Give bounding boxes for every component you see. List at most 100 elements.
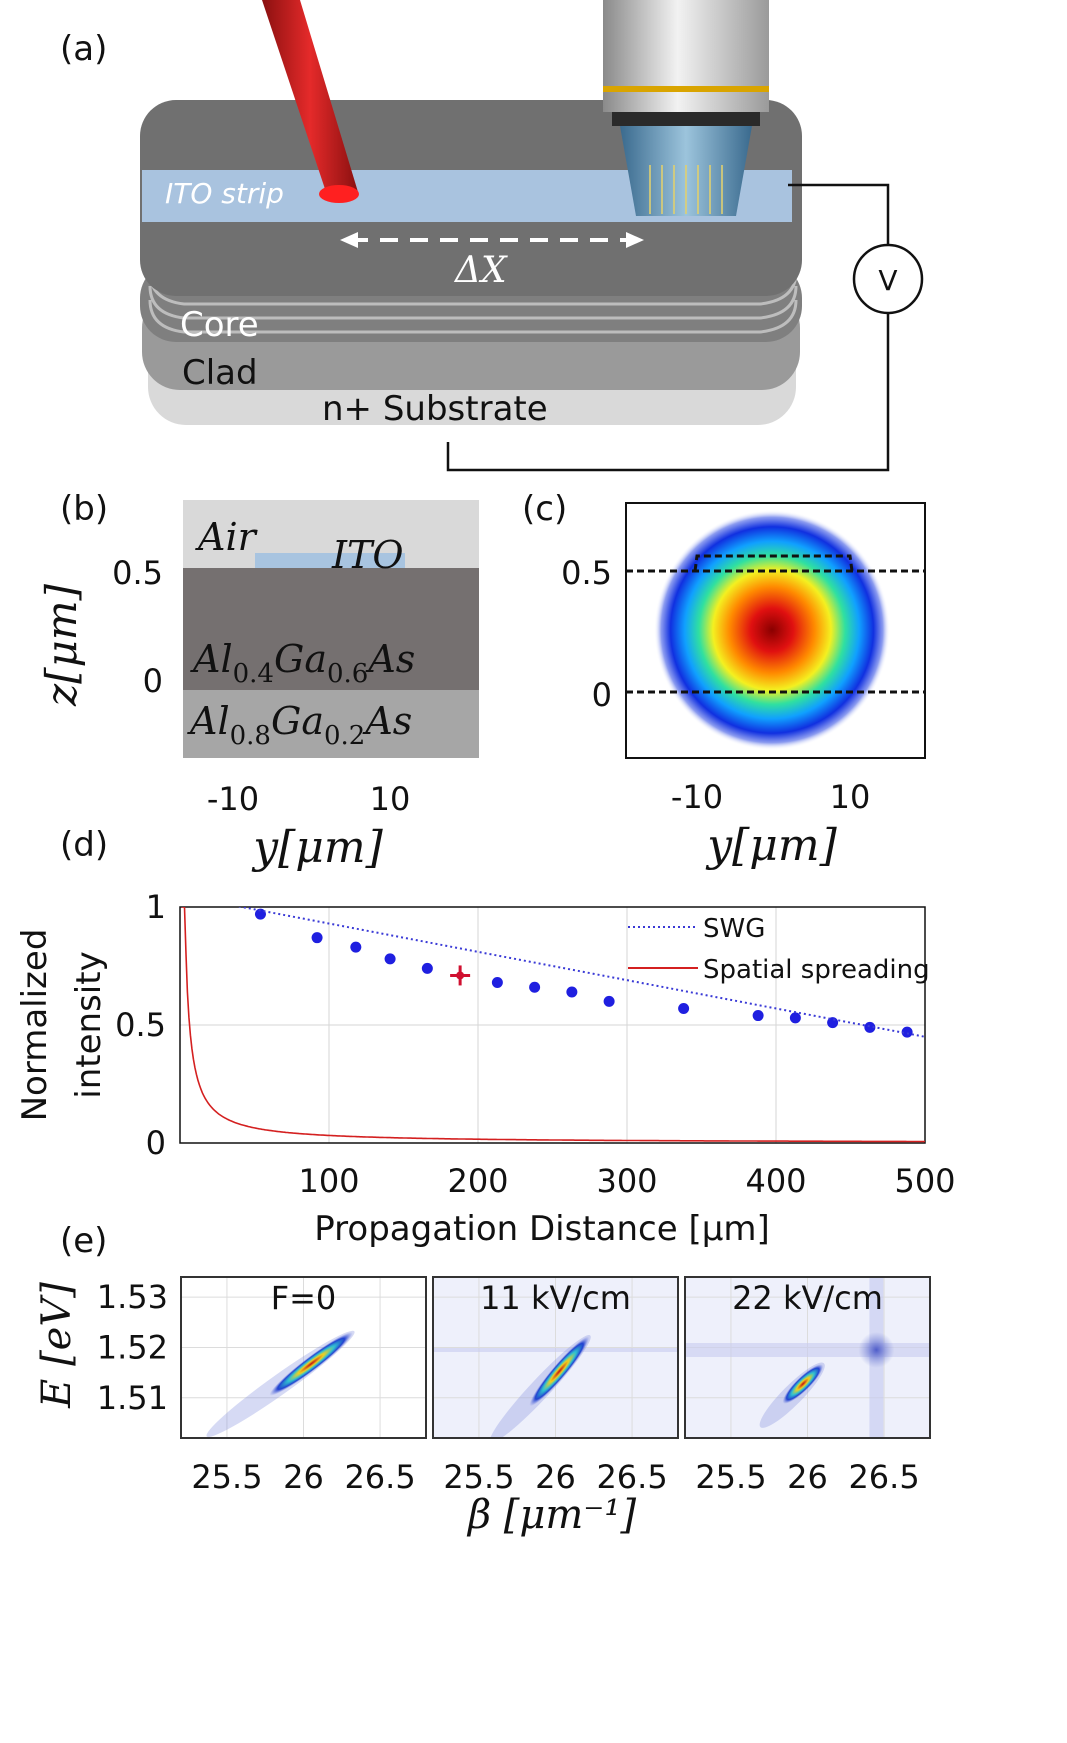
b-xtick-10: 10	[370, 780, 411, 818]
laser-beam-cone	[262, 0, 358, 192]
e-xtick: 26.5	[848, 1458, 919, 1496]
core-label: Core	[180, 305, 259, 345]
d-xtick-100: 100	[298, 1162, 359, 1200]
b-xtick--10: -10	[207, 780, 259, 818]
e-subplot-0: F=0 25.5 26 26.5	[180, 1276, 427, 1496]
e-ytick: 1.53	[97, 1278, 168, 1316]
c-xtick-10: 10	[830, 778, 871, 816]
e-map-0	[181, 1277, 426, 1438]
voltmeter-circuit: V	[446, 183, 924, 472]
d-axes-frame	[179, 906, 926, 1144]
e-map-1	[433, 1277, 678, 1438]
e-ytick: 1.51	[97, 1379, 168, 1417]
objective-ring	[603, 86, 769, 92]
ito-label: ITO	[331, 533, 404, 577]
objective-collar	[612, 112, 760, 126]
b-ylabel: z[μm]	[37, 583, 86, 707]
d-xtick-500: 500	[894, 1162, 955, 1200]
e-xtick: 26	[283, 1458, 324, 1496]
mode-profile	[654, 510, 890, 750]
e-subplot-title-1: 11 kV/cm	[480, 1279, 631, 1317]
legend-spatial-label: Spatial spreading	[703, 955, 930, 985]
e-subplot-title-2: 22 kV/cm	[732, 1279, 883, 1317]
ito-strip-label: ITO strip	[165, 177, 284, 210]
c-ytick-0: 0	[592, 676, 612, 714]
d-xtick-400: 400	[745, 1162, 806, 1200]
ito-layer	[255, 553, 405, 568]
b-xlabel: y[μm]	[251, 822, 383, 873]
e-ytick: 1.52	[97, 1328, 168, 1366]
substrate-label: n+ Substrate	[322, 389, 548, 429]
data-point	[789, 1012, 801, 1024]
panel-d: (d) 100 200 300 400 500 0 0.5 1 Normalized inte…	[15, 825, 956, 1249]
objective-body	[603, 0, 769, 112]
grating-lines	[649, 165, 723, 214]
e-xtick: 26	[535, 1458, 576, 1496]
panel-label-e: (e)	[60, 1221, 107, 1261]
e-band-core	[782, 1364, 824, 1404]
data-point	[603, 995, 615, 1007]
core-stripe-2	[148, 285, 798, 320]
legend-swg-label: SWG	[703, 914, 765, 944]
e-subplot-2: 22 kV/cm 25.5 26 26.5	[684, 1276, 931, 1496]
c-xtick--10: -10	[671, 778, 723, 816]
clad-material-label: Al0.8Ga0.2As	[187, 699, 412, 751]
panel-c: (c) 0.5 0 -10 10 y[μm]	[522, 489, 926, 871]
clad-label: Clad	[182, 353, 258, 393]
d-ytick-0: 0	[146, 1124, 166, 1162]
e-xtick: 26	[787, 1458, 828, 1496]
e-subplot-1: 11 kV/cm 25.5 26 26.5	[432, 1276, 679, 1496]
c-ito-outline	[693, 554, 854, 572]
panel-label-c: (c)	[522, 489, 567, 529]
data-point	[421, 962, 433, 974]
e-xtick: 26.5	[596, 1458, 667, 1496]
data-point	[678, 1002, 690, 1014]
laser-beam	[262, 0, 359, 203]
data-point	[350, 941, 362, 953]
d-ylabel-line2: intensity	[69, 951, 109, 1098]
panel-b: (b) Air ITO Al0.4Ga0.6As Al0.8Ga0.2As 0.…	[37, 489, 479, 873]
d-ytick-1: 1	[146, 888, 166, 926]
c-ytick-0.5: 0.5	[561, 554, 612, 592]
c-xlabel: y[μm]	[705, 820, 837, 871]
panel-a: (a) ITO strip	[60, 0, 924, 472]
data-point	[491, 977, 503, 989]
data-point	[752, 1010, 764, 1022]
e-xtick: 25.5	[443, 1458, 514, 1496]
data-point	[566, 986, 578, 998]
e-xtick: 25.5	[191, 1458, 262, 1496]
e-frame-2	[684, 1276, 931, 1439]
voltmeter-icon	[852, 243, 924, 315]
voltmeter-label: V	[878, 264, 897, 297]
e-ylabel: E [eV]	[34, 1282, 80, 1409]
e-spot	[858, 1331, 895, 1368]
panel-label-a: (a)	[60, 29, 107, 69]
d-ytick-0.5: 0.5	[115, 1006, 166, 1044]
objective-lens	[603, 0, 769, 216]
data-point	[864, 1021, 876, 1033]
data-point	[384, 953, 396, 965]
data-point	[901, 1026, 913, 1038]
e-band-core	[269, 1331, 353, 1396]
b-ytick-0.5: 0.5	[112, 554, 163, 592]
d-xlabel: Propagation Distance [μm]	[314, 1209, 769, 1249]
data-point	[311, 932, 323, 944]
spatial-spreading-curve	[181, 907, 925, 1143]
core-stripe-3	[148, 299, 798, 334]
e-xtick: 25.5	[695, 1458, 766, 1496]
d-tick-labels: 100 200 300 400 500 0 0.5 1	[115, 888, 955, 1200]
panel-label-b: (b)	[60, 489, 108, 529]
e-subplot-title-0: F=0	[271, 1279, 337, 1317]
d-legend: SWG Spatial spreading	[628, 914, 930, 985]
core-material-label: Al0.4Ga0.6As	[190, 637, 415, 689]
data-point	[827, 1017, 839, 1029]
e-frame-0	[180, 1276, 427, 1439]
b-ytick-0: 0	[143, 662, 163, 700]
air-label: Air	[195, 515, 259, 559]
e-xtick: 26.5	[344, 1458, 415, 1496]
panel-label-d: (d)	[60, 825, 108, 865]
delta-x-label: ΔX	[453, 250, 508, 291]
